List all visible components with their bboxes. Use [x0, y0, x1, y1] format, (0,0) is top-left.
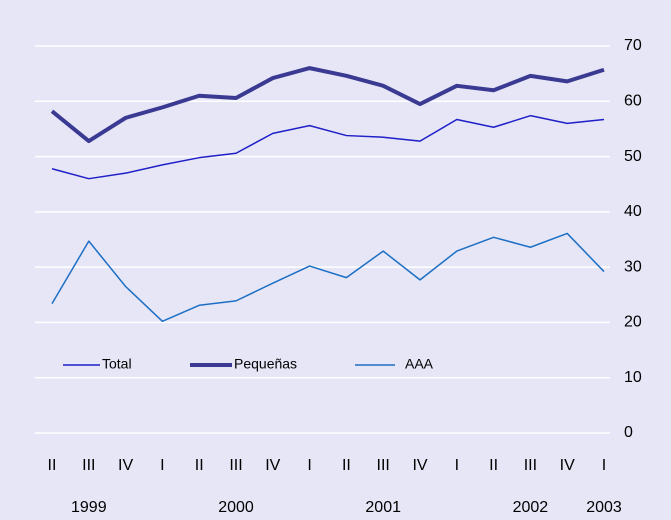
legend-label: Pequeñas: [234, 356, 297, 372]
y-tick-label: 10: [624, 369, 642, 386]
x-group-label: 2001: [365, 499, 401, 516]
x-tick-label: I: [602, 457, 606, 474]
x-tick-label: II: [342, 457, 351, 474]
y-tick-label: 70: [624, 37, 642, 54]
y-tick-label: 50: [624, 148, 642, 165]
x-group-label: 2003: [586, 499, 622, 516]
x-tick-label: II: [195, 457, 204, 474]
x-tick-label: I: [307, 457, 311, 474]
series-line: [51, 114, 605, 180]
x-tick-label: II: [489, 457, 498, 474]
y-tick-label: 20: [624, 314, 642, 331]
x-group-label: 2002: [513, 499, 549, 516]
x-tick-label: I: [160, 457, 164, 474]
x-tick-label: II: [48, 457, 57, 474]
x-tick-label: III: [524, 457, 537, 474]
x-tick-label: III: [377, 457, 390, 474]
series-line: [51, 232, 605, 323]
x-tick-label: IV: [412, 457, 427, 474]
x-group-label: 2000: [218, 499, 254, 516]
x-group-label: 1999: [71, 499, 107, 516]
x-tick-label: I: [455, 457, 459, 474]
series-line: [50, 66, 605, 144]
x-tick-label: III: [229, 457, 242, 474]
x-tick-label: IV: [560, 457, 575, 474]
x-tick-label: III: [82, 457, 95, 474]
legend-label: Total: [102, 356, 132, 372]
y-tick-label: 40: [624, 203, 642, 220]
y-tick-label: 0: [624, 424, 633, 441]
legend-label: AAA: [405, 356, 434, 372]
y-tick-label: 60: [624, 93, 642, 110]
x-tick-label: IV: [118, 457, 133, 474]
x-tick-label: IV: [265, 457, 280, 474]
legend: Total Pequeñas AAA: [63, 356, 434, 372]
y-tick-label: 30: [624, 258, 642, 275]
